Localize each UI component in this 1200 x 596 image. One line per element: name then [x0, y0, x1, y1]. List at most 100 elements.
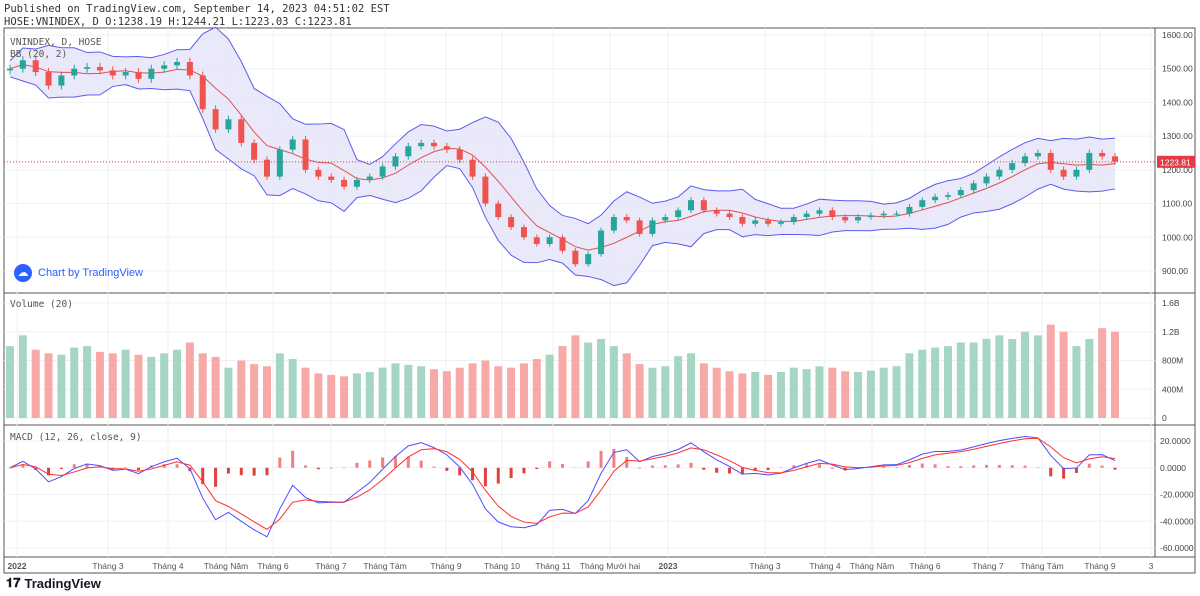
volume-tick-label: 0: [1162, 413, 1167, 423]
macd-tick-label: -40.0000: [1160, 516, 1194, 526]
macd-histogram-bar: [689, 462, 693, 468]
volume-bar: [545, 354, 554, 418]
volume-tick-label: 400M: [1162, 384, 1183, 394]
bb-upper-band: [9, 26, 1116, 225]
x-tick-label: Tháng 4: [152, 561, 183, 571]
published-line: Published on TradingView.com, September …: [4, 3, 390, 15]
volume-bar: [327, 374, 336, 418]
macd-histogram-bar: [59, 467, 63, 469]
candle-body: [662, 217, 669, 221]
volume-bar: [134, 354, 143, 418]
volume-bar: [6, 346, 14, 418]
macd-histogram-bar: [85, 463, 89, 468]
x-tick-label: Tháng Tám: [363, 561, 406, 571]
volume-bar: [378, 367, 387, 418]
macd-histogram-bar: [1087, 463, 1091, 468]
volume-bar: [108, 353, 117, 418]
candle-body: [341, 179, 348, 187]
candle-body: [84, 67, 91, 69]
volume-bar: [661, 366, 670, 418]
macd-histogram-bar: [985, 464, 989, 468]
candle-body: [855, 217, 862, 221]
candle-body: [610, 217, 617, 231]
macd-histogram-bar: [676, 464, 680, 468]
candle-body: [867, 215, 874, 218]
macd-histogram-bar: [1023, 465, 1027, 468]
volume-bar: [147, 356, 156, 418]
macd-histogram-bar: [162, 464, 166, 468]
volume-bar: [558, 346, 567, 418]
volume-bar: [57, 354, 66, 418]
last-price-tag: [1157, 155, 1195, 168]
candle-body: [225, 119, 232, 130]
candle-body: [944, 195, 951, 197]
macd-legend: MACD (12, 26, close, 9): [10, 432, 142, 443]
macd-histogram-bar: [1010, 465, 1014, 468]
x-tick-label: Tháng 9: [430, 561, 461, 571]
macd-histogram-bar: [8, 467, 12, 469]
volume-bar: [391, 363, 400, 418]
volume-bar: [442, 371, 451, 418]
volume-bar: [340, 376, 349, 418]
candle-body: [469, 159, 476, 177]
volume-bar: [83, 346, 92, 418]
candle-body: [1086, 152, 1093, 170]
macd-histogram-bar: [586, 461, 590, 468]
macd-histogram-bar: [239, 467, 243, 476]
watermark[interactable]: ☁ Chart by TradingView: [14, 264, 143, 282]
macd-histogram-bar: [972, 465, 976, 468]
macd-histogram-bar: [535, 467, 539, 470]
x-tick-label: Tháng 6: [257, 561, 288, 571]
signal-line: [9, 437, 1116, 530]
macd-histogram-bar: [21, 464, 25, 468]
tradingview-logo[interactable]: 𝟏𝟕 TradingView: [6, 575, 101, 591]
volume-bar: [828, 367, 837, 418]
volume-bar: [494, 366, 503, 418]
volume-bar: [918, 349, 927, 418]
main-legend: VNINDEX, D, HOSE: [10, 37, 102, 48]
candle-body: [1060, 169, 1067, 177]
watermark-text: Chart by TradingView: [38, 267, 143, 279]
macd-histogram-bar: [907, 465, 911, 468]
macd-histogram-bar: [599, 450, 603, 468]
x-tick-label: Tháng Tám: [1020, 561, 1063, 571]
candle-body: [199, 75, 206, 110]
volume-bar: [288, 359, 297, 418]
volume-tick-label: 1.6B: [1162, 298, 1180, 308]
volume-bar: [956, 342, 965, 418]
x-tick-label: Tháng 10: [484, 561, 520, 571]
macd-histogram-bar: [471, 467, 475, 481]
candle-body: [893, 213, 900, 215]
macd-tick-label: 20.0000: [1160, 436, 1191, 446]
macd-histogram-bar: [895, 467, 899, 468]
volume-bar: [789, 367, 798, 418]
macd-histogram-bar: [278, 457, 282, 468]
candle-body: [687, 200, 694, 211]
candle-body: [186, 61, 193, 76]
candle-body: [405, 146, 412, 157]
macd-histogram-bar: [316, 467, 320, 470]
volume-bar: [481, 360, 490, 418]
macd-histogram-bar: [766, 467, 770, 471]
candle-body: [559, 237, 566, 251]
volume-bar: [1085, 338, 1094, 418]
volume-bar: [879, 367, 888, 418]
volume-bar: [764, 374, 773, 418]
macd-histogram-bar: [419, 460, 423, 468]
macd-histogram-bar: [959, 466, 963, 468]
candle-body: [212, 109, 219, 130]
volume-bar: [635, 364, 644, 418]
macd-histogram-bar: [458, 467, 462, 476]
volume-bar: [751, 372, 760, 418]
candle-body: [533, 237, 540, 245]
candle-body: [983, 176, 990, 184]
price-tick-label: 1000.00: [1162, 232, 1193, 242]
macd-histogram-bar: [805, 464, 809, 468]
candle-body: [996, 169, 1003, 177]
candle-body: [1047, 152, 1054, 170]
candle-body: [957, 190, 964, 196]
volume-bar: [417, 366, 426, 418]
candle-body: [726, 213, 733, 218]
macd-histogram-bar: [946, 466, 950, 468]
